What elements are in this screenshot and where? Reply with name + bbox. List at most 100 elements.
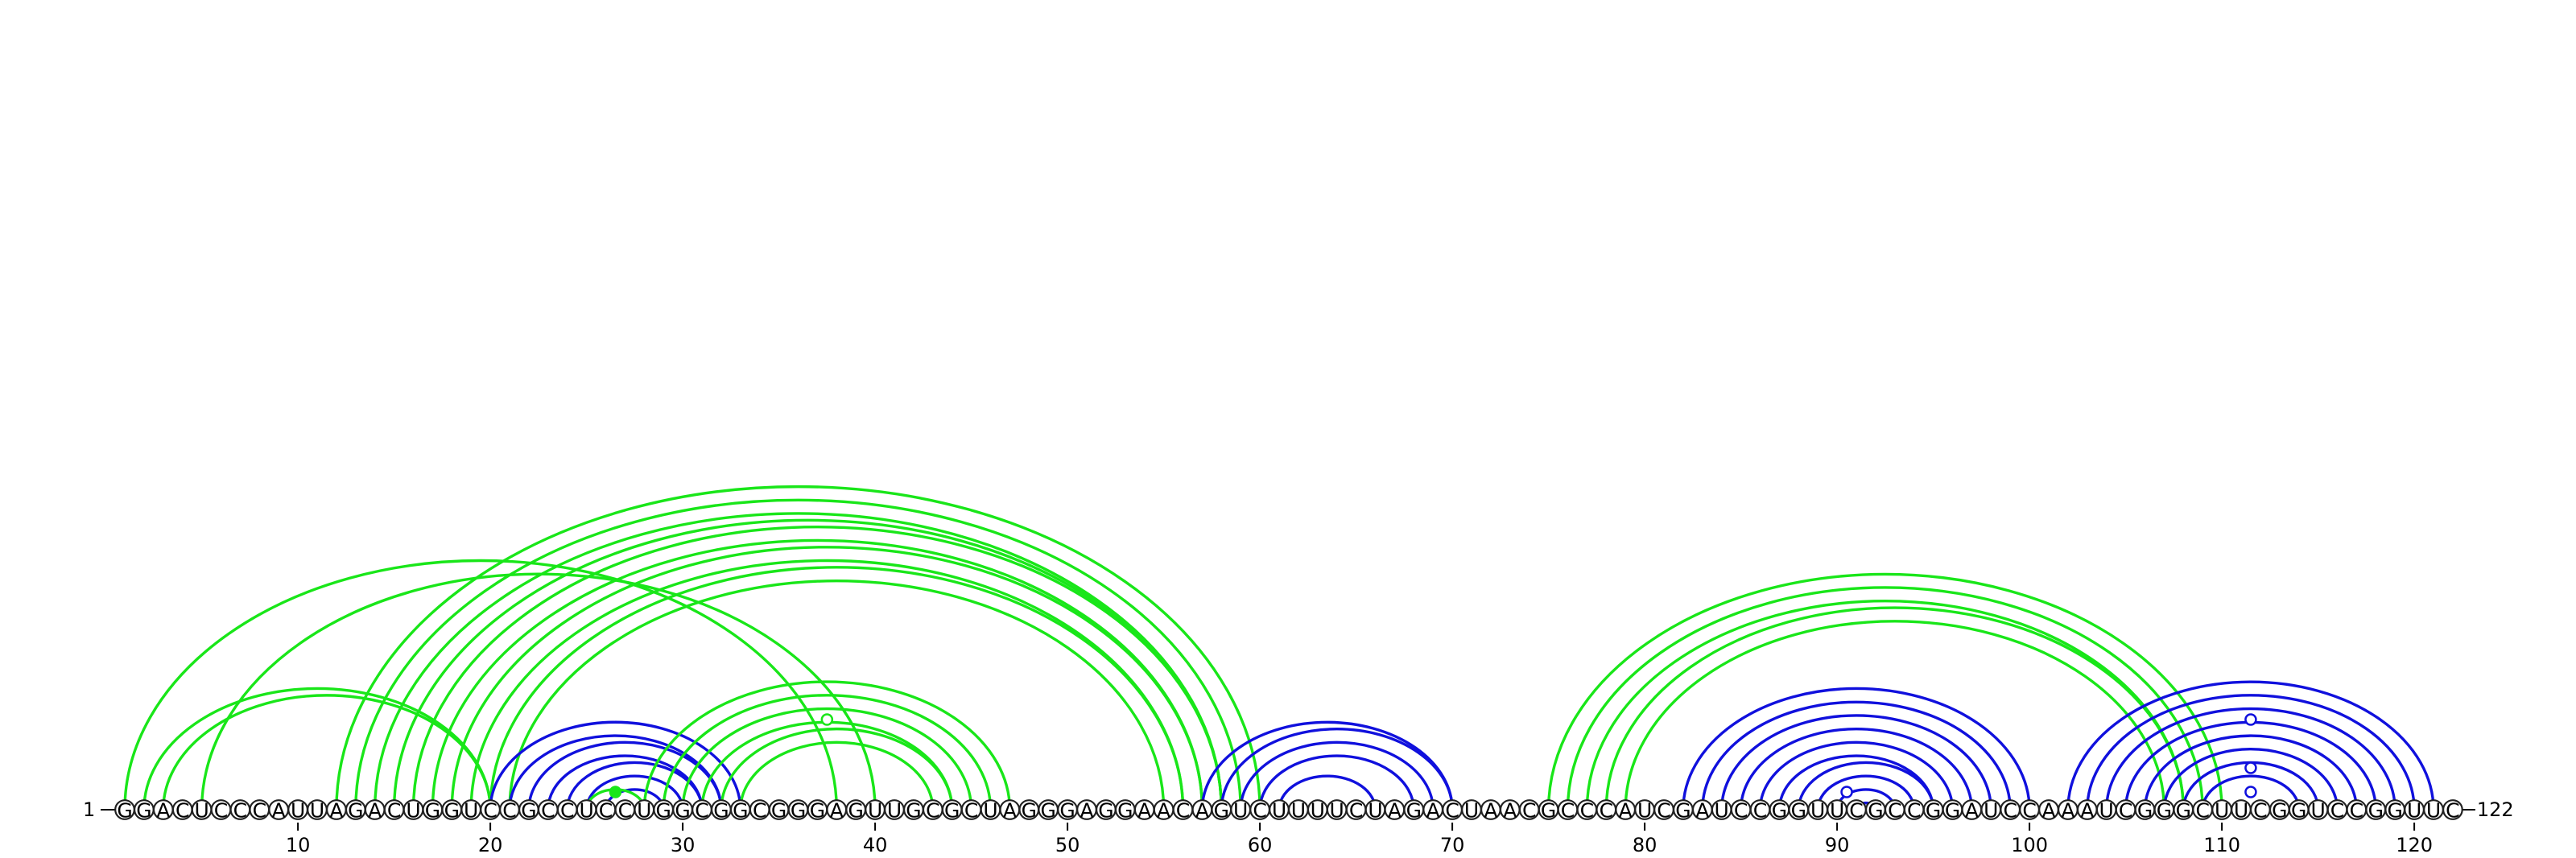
- nucleotide-letter: G: [1945, 799, 1960, 823]
- nucleotide-34: C: [749, 799, 770, 823]
- nucleotide-letter: G: [348, 799, 363, 823]
- nucleotide-letter: G: [1098, 799, 1113, 823]
- nucleotide-letter: C: [1522, 799, 1536, 823]
- base-pair-arc-76-109: [1566, 586, 2204, 811]
- nucleotide-letter: C: [753, 799, 766, 823]
- nucleotide-26: C: [595, 799, 617, 823]
- nucleotide-letter: G: [1214, 799, 1229, 823]
- nucleotide-letter: C: [175, 799, 189, 823]
- start-index-label: 1: [83, 798, 95, 821]
- base-pair-arc-78-108: [1604, 606, 2185, 811]
- nucleotide-38: A: [826, 799, 848, 823]
- nucleotide-87: G: [1769, 799, 1790, 823]
- nucleotide-3: A: [152, 799, 174, 823]
- nucleotide-70: C: [1442, 799, 1463, 823]
- nucleotide-122: C: [2442, 799, 2463, 823]
- tick-label-10: 10: [286, 834, 311, 856]
- nucleotide-letter: G: [906, 799, 921, 823]
- base-pair-arc-24-31: [566, 761, 704, 811]
- nucleotide-letter: C: [1580, 799, 1594, 823]
- nucleotide-letter: C: [233, 799, 247, 823]
- nucleotide-letter: U: [1291, 799, 1306, 823]
- nucleotide-letter: G: [1117, 799, 1133, 823]
- nucleotide-18: G: [441, 799, 463, 823]
- nucleotide-letter: A: [1195, 799, 1209, 823]
- nucleotide-28: U: [634, 799, 655, 823]
- nucleotide-17: G: [422, 799, 444, 823]
- nucleotide-120: U: [2404, 799, 2425, 823]
- nucleotide-letter: U: [1715, 799, 1729, 823]
- nucleotide-letter: U: [2426, 799, 2441, 823]
- nucleotide-letter: A: [1503, 799, 1517, 823]
- nucleotide-letter: C: [2003, 799, 2017, 823]
- nucleotide-80: U: [1634, 799, 1655, 823]
- nucleotide-letter: C: [1176, 799, 1190, 823]
- nucleotide-letter: G: [771, 799, 786, 823]
- nucleotide-111: U: [2231, 799, 2252, 823]
- nucleotide-letter: G: [136, 799, 151, 823]
- nucleotide-letter: A: [2080, 799, 2094, 823]
- nucleotide-letter: U: [291, 799, 305, 823]
- nucleotide-letter: U: [887, 799, 902, 823]
- nucleotide-letter: G: [1406, 799, 1422, 823]
- nucleotide-letter: U: [637, 799, 651, 823]
- nucleotide-63: U: [1307, 799, 1328, 823]
- base-pair-arc-28-47: [642, 680, 1012, 811]
- base-pair-arc-103-120: [2086, 694, 2416, 811]
- nucleotide-109: C: [2192, 799, 2214, 823]
- nucleotide-letter: U: [1464, 799, 1479, 823]
- nucleotide-77: C: [1576, 799, 1598, 823]
- nucleotide-94: C: [1903, 799, 1925, 823]
- nucleotide-letter: A: [1484, 799, 1497, 823]
- nucleotide-98: U: [1980, 799, 2002, 823]
- nucleotide-letter: A: [368, 799, 382, 823]
- nucleotide-67: A: [1384, 799, 1406, 823]
- nucleotide-letter: G: [1541, 799, 1556, 823]
- base-pair-arc-32-44: [720, 727, 954, 811]
- nucleotide-102: A: [2057, 799, 2079, 823]
- end-index-label: 122: [2477, 798, 2514, 821]
- nucleotide-letter: G: [2157, 799, 2172, 823]
- nucleotide-letter: G: [1041, 799, 1056, 823]
- nucleotide-68: G: [1403, 799, 1425, 823]
- base-pair-arc-20-33: [489, 720, 742, 811]
- base-pair-arc-79-107: [1624, 620, 2166, 811]
- nucleotide-letter: C: [502, 799, 516, 823]
- nucleotide-106: G: [2134, 799, 2156, 823]
- nucleotide-99: C: [2000, 799, 2021, 823]
- nucleotide-32: G: [711, 799, 732, 823]
- nucleotide-54: A: [1133, 799, 1155, 823]
- nucleotide-circle: [2442, 799, 2463, 820]
- nucleotide-letter: U: [983, 799, 997, 823]
- nucleotide-letter: U: [1984, 799, 1998, 823]
- nucleotide-letter: G: [1675, 799, 1690, 823]
- nucleotide-40: U: [865, 799, 886, 823]
- nucleotide-letter: G: [675, 799, 690, 823]
- nucleotide-104: U: [2095, 799, 2117, 823]
- base-pair-arc-102-121: [2066, 680, 2435, 811]
- nucleotide-97: A: [1961, 799, 1983, 823]
- base-pair-arc-13-59: [354, 498, 1242, 811]
- tick-label-110: 110: [2203, 834, 2240, 856]
- nucleotide-letter: C: [2446, 799, 2459, 823]
- base-pair-arc-16-58: [411, 526, 1223, 811]
- nucleotide-letter: U: [464, 799, 478, 823]
- nucleotide-letter: A: [1695, 799, 1709, 823]
- nucleotide-59: U: [1230, 799, 1252, 823]
- nucleotide-letter: G: [848, 799, 864, 823]
- nucleotide-letter: A: [1157, 799, 1170, 823]
- nucleotide-letter: C: [926, 799, 939, 823]
- tick-label-100: 100: [2011, 834, 2048, 856]
- tick-label-80: 80: [1633, 834, 1657, 856]
- base-pair-arc-59-69: [1239, 740, 1435, 811]
- nucleotide-2: G: [133, 799, 155, 823]
- nucleotide-91: C: [1846, 799, 1867, 823]
- nucleotide-108: G: [2173, 799, 2194, 823]
- nucleotide-116: C: [2326, 799, 2348, 823]
- nucleotide-83: A: [1691, 799, 1713, 823]
- nucleotide-letter: C: [2253, 799, 2267, 823]
- base-pair-arc-30-45: [681, 707, 973, 811]
- nucleotide-10: U: [287, 799, 309, 823]
- nucleotide-letter: U: [579, 799, 593, 823]
- nucleotide-48: G: [1018, 799, 1040, 823]
